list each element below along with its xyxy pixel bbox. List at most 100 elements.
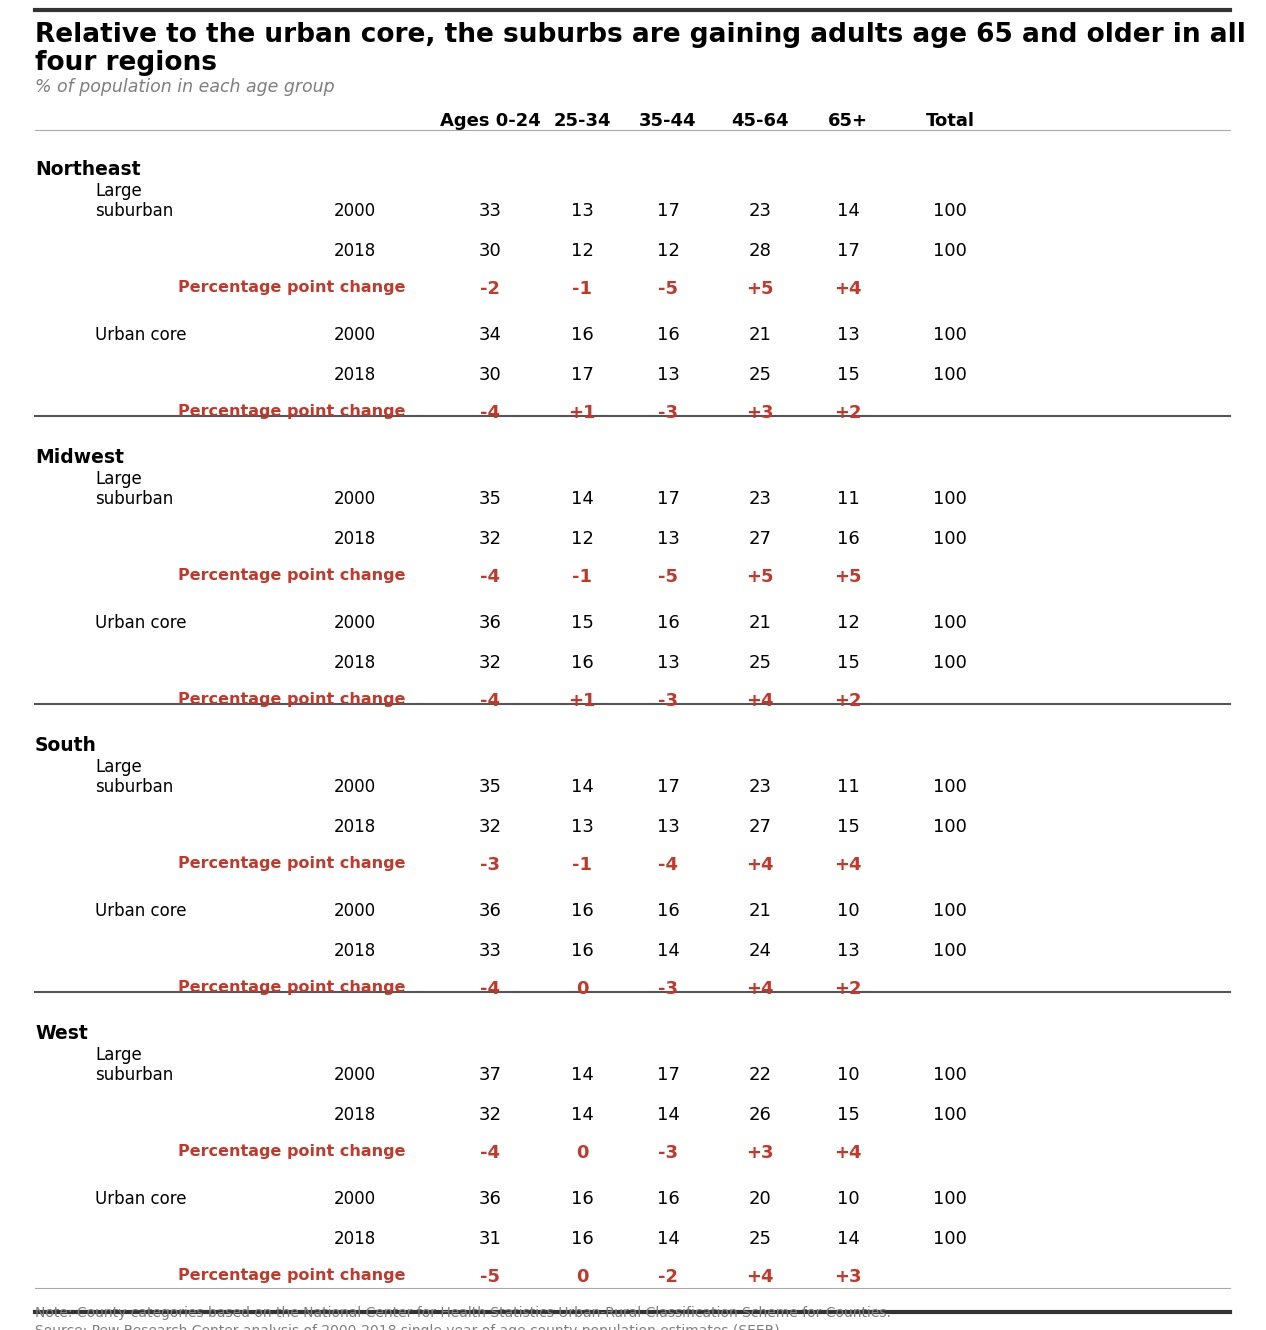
Text: 16: 16 <box>657 326 680 344</box>
Text: 23: 23 <box>748 202 771 219</box>
Text: 28: 28 <box>748 242 771 259</box>
Text: 2018: 2018 <box>334 1107 376 1124</box>
Text: 20: 20 <box>748 1190 771 1208</box>
Text: 0: 0 <box>576 1267 589 1286</box>
Text: 2000: 2000 <box>334 614 376 632</box>
Text: suburban: suburban <box>95 778 173 795</box>
Text: 36: 36 <box>479 902 501 920</box>
Text: 16: 16 <box>571 1190 594 1208</box>
Text: +4: +4 <box>834 1144 862 1162</box>
Text: 2018: 2018 <box>334 654 376 672</box>
Text: 16: 16 <box>837 529 860 548</box>
Text: 14: 14 <box>571 1107 594 1124</box>
Text: 2000: 2000 <box>334 489 376 508</box>
Text: +4: +4 <box>746 857 774 874</box>
Text: 32: 32 <box>479 818 501 837</box>
Text: 35-44: 35-44 <box>639 112 696 130</box>
Text: 12: 12 <box>837 614 860 632</box>
Text: 13: 13 <box>657 818 680 837</box>
Text: 31: 31 <box>479 1230 501 1248</box>
Text: 2018: 2018 <box>334 1230 376 1248</box>
Text: 45-64: 45-64 <box>732 112 789 130</box>
Text: 2000: 2000 <box>334 1190 376 1208</box>
Text: Relative to the urban core, the suburbs are gaining adults age 65 and older in a: Relative to the urban core, the suburbs … <box>35 23 1246 48</box>
Text: Large: Large <box>95 469 142 488</box>
Text: 2000: 2000 <box>334 1067 376 1084</box>
Text: 100: 100 <box>933 1067 967 1084</box>
Text: +5: +5 <box>746 281 774 298</box>
Text: -3: -3 <box>658 404 679 422</box>
Text: 15: 15 <box>837 1107 860 1124</box>
Text: 34: 34 <box>479 326 501 344</box>
Text: Percentage point change: Percentage point change <box>177 281 405 295</box>
Text: 2018: 2018 <box>334 366 376 384</box>
Text: South: South <box>35 735 97 755</box>
Text: 17: 17 <box>657 489 680 508</box>
Text: 100: 100 <box>933 366 967 384</box>
Text: 2000: 2000 <box>334 202 376 219</box>
Text: 23: 23 <box>748 778 771 795</box>
Text: suburban: suburban <box>95 202 173 219</box>
Text: 100: 100 <box>933 1107 967 1124</box>
Text: 21: 21 <box>748 902 771 920</box>
Text: Large: Large <box>95 758 142 775</box>
Text: 35: 35 <box>479 778 501 795</box>
Text: Percentage point change: Percentage point change <box>177 980 405 995</box>
Text: -1: -1 <box>572 857 592 874</box>
Text: +4: +4 <box>746 692 774 710</box>
Text: 100: 100 <box>933 778 967 795</box>
Text: Percentage point change: Percentage point change <box>177 1144 405 1158</box>
Text: +4: +4 <box>834 281 862 298</box>
Text: 14: 14 <box>657 1230 680 1248</box>
Text: 14: 14 <box>837 202 860 219</box>
Text: 2000: 2000 <box>334 778 376 795</box>
Text: 25: 25 <box>748 1230 771 1248</box>
Text: 2018: 2018 <box>334 529 376 548</box>
Text: 21: 21 <box>748 614 771 632</box>
Text: 33: 33 <box>479 942 501 960</box>
Text: 33: 33 <box>479 202 501 219</box>
Text: 100: 100 <box>933 654 967 672</box>
Text: 17: 17 <box>657 778 680 795</box>
Text: 10: 10 <box>837 1067 860 1084</box>
Text: 2018: 2018 <box>334 818 376 837</box>
Text: 10: 10 <box>837 902 860 920</box>
Text: 16: 16 <box>657 1190 680 1208</box>
Text: 100: 100 <box>933 614 967 632</box>
Text: 13: 13 <box>657 654 680 672</box>
Text: 65+: 65+ <box>828 112 868 130</box>
Text: -5: -5 <box>658 281 679 298</box>
Text: 12: 12 <box>657 242 680 259</box>
Text: 15: 15 <box>837 654 860 672</box>
Text: +3: +3 <box>746 404 774 422</box>
Text: 23: 23 <box>748 489 771 508</box>
Text: -3: -3 <box>480 857 500 874</box>
Text: -4: -4 <box>480 692 500 710</box>
Text: +2: +2 <box>834 980 862 998</box>
Text: -4: -4 <box>658 857 679 874</box>
Text: +4: +4 <box>746 1267 774 1286</box>
Text: 12: 12 <box>571 529 594 548</box>
Text: 0: 0 <box>576 980 589 998</box>
Text: 2018: 2018 <box>334 942 376 960</box>
Text: 22: 22 <box>748 1067 771 1084</box>
Text: 11: 11 <box>837 778 860 795</box>
Text: four regions: four regions <box>35 51 216 76</box>
Text: 16: 16 <box>571 902 594 920</box>
Text: 14: 14 <box>657 942 680 960</box>
Text: 10: 10 <box>837 1190 860 1208</box>
Text: Percentage point change: Percentage point change <box>177 692 405 708</box>
Text: 16: 16 <box>657 902 680 920</box>
Text: 27: 27 <box>748 818 771 837</box>
Text: -4: -4 <box>480 568 500 587</box>
Text: +4: +4 <box>834 857 862 874</box>
Text: -2: -2 <box>480 281 500 298</box>
Text: 17: 17 <box>657 202 680 219</box>
Text: Midwest: Midwest <box>35 448 124 467</box>
Text: Northeast: Northeast <box>35 160 141 180</box>
Text: suburban: suburban <box>95 1067 173 1084</box>
Text: Note: County categories based on the National Center for Health Statistics Urban: Note: County categories based on the Nat… <box>35 1306 891 1319</box>
Text: 26: 26 <box>748 1107 771 1124</box>
Text: -3: -3 <box>658 692 679 710</box>
Text: 13: 13 <box>657 366 680 384</box>
